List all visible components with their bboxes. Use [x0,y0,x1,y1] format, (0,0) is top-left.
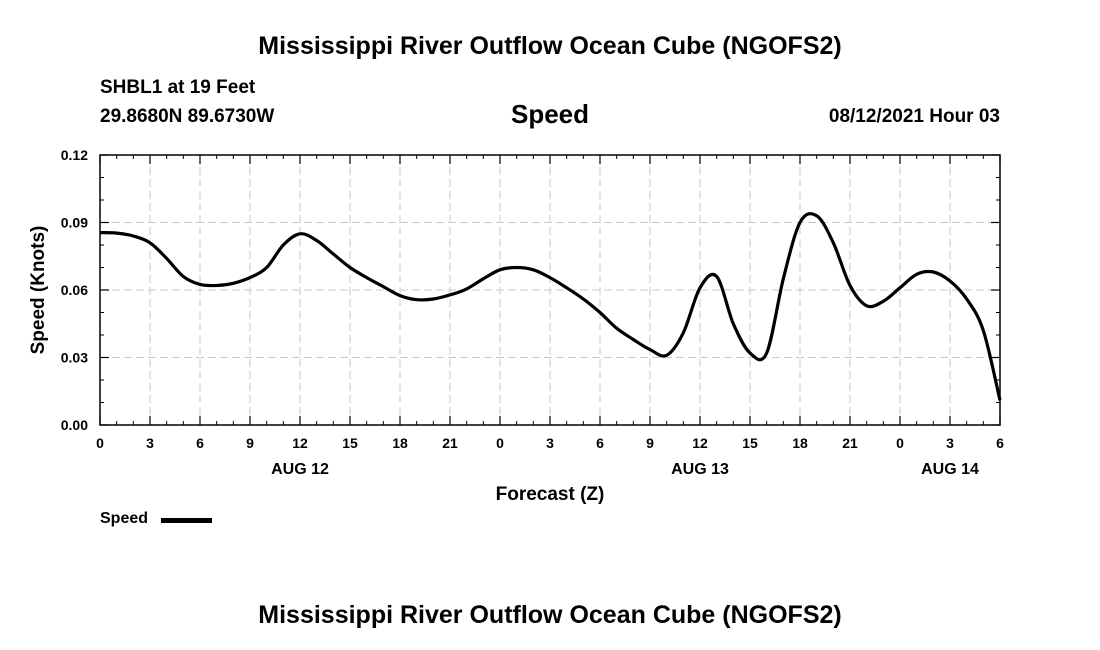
date-label: AUG 12 [271,461,329,478]
x-tick-label: 3 [946,435,954,451]
x-tick-label: 12 [292,435,308,451]
x-tick-label: 9 [246,435,254,451]
chart-title: Mississippi River Outflow Ocean Cube (NG… [258,32,842,60]
footer-title: Mississippi River Outflow Ocean Cube (NG… [258,601,842,629]
x-tick-label: 0 [96,435,104,451]
x-axis-title: Forecast (Z) [496,484,605,505]
x-tick-label: 21 [842,435,858,451]
station-label: SHBL1 at 19 Feet [100,77,256,98]
x-tick-label: 3 [146,435,154,451]
legend-label: Speed [100,510,149,527]
x-tick-label: 6 [996,435,1004,451]
x-tick-label: 18 [392,435,408,451]
x-tick-label: 3 [546,435,554,451]
y-tick-label: 0.03 [61,350,88,366]
x-tick-label: 12 [692,435,708,451]
x-tick-label: 6 [196,435,204,451]
x-tick-label: 0 [896,435,904,451]
x-tick-label: 21 [442,435,458,451]
station-coordinates: 29.8680N 89.6730W [100,106,275,127]
y-tick-label: 0.09 [61,215,88,231]
x-tick-label: 6 [596,435,604,451]
speed-series-line [99,212,1002,401]
y-axis-title: Speed (Knots) [28,226,49,355]
y-tick-label: 0.00 [61,417,88,433]
date-label: AUG 13 [671,461,729,478]
x-tick-label: 15 [342,435,358,451]
variable-title: Speed [510,99,590,129]
forecast-timestamp: 08/12/2021 Hour 03 [828,106,1000,127]
y-tick-label: 0.06 [61,282,88,298]
date-label: AUG 14 [921,461,979,478]
x-tick-label: 18 [792,435,808,451]
plot-frame [99,154,1001,426]
x-tick-label: 9 [646,435,654,451]
legend-line-swatch [161,518,212,523]
y-tick-label: 0.12 [61,147,88,163]
x-tick-label: 0 [496,435,504,451]
x-tick-label: 15 [742,435,758,451]
